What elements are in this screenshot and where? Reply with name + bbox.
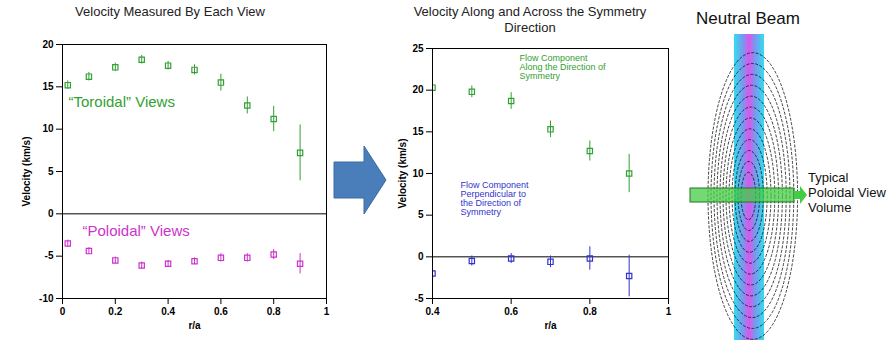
svg-text:r/a: r/a <box>544 320 557 331</box>
svg-text:r/a: r/a <box>188 320 201 331</box>
svg-text:“Poloidal” Views: “Poloidal” Views <box>83 222 190 239</box>
html-text:Typical Poloidal View Volume: Typical Poloidal View Volume <box>808 170 886 215</box>
svg-text:Velocity (km/s): Velocity (km/s) <box>21 136 32 206</box>
svg-text:1: 1 <box>666 306 672 317</box>
svg-text:0.2: 0.2 <box>108 306 122 317</box>
svg-text:0.8: 0.8 <box>583 306 597 317</box>
svg-text:15: 15 <box>412 126 424 137</box>
svg-text:20: 20 <box>412 84 424 95</box>
svg-text:15: 15 <box>42 81 54 92</box>
svg-text:0.4: 0.4 <box>426 306 440 317</box>
svg-text:0.6: 0.6 <box>214 306 228 317</box>
svg-text:Velocity (km/s): Velocity (km/s) <box>397 138 408 208</box>
svg-text:5: 5 <box>418 209 424 220</box>
svg-text:“Toroidal” Views: “Toroidal” Views <box>69 93 175 110</box>
svg-text:5: 5 <box>48 166 54 177</box>
svg-text:0: 0 <box>418 251 424 262</box>
html-text:Velocity Along and Across the: Velocity Along and Across the Symmetry D… <box>413 4 647 35</box>
svg-text:Neutral Beam: Neutral Beam <box>696 9 800 28</box>
svg-text:-5: -5 <box>45 250 54 261</box>
svg-text:-5: -5 <box>415 293 424 304</box>
svg-text:Flow ComponentPerpendicular to: Flow ComponentPerpendicular tothe Direct… <box>461 180 530 217</box>
svg-text:Flow ComponentAlong the Direct: Flow ComponentAlong the Direction ofSymm… <box>520 53 607 81</box>
svg-text:0: 0 <box>48 208 54 219</box>
svg-text:0: 0 <box>60 306 66 317</box>
html-text:Velocity Measured By Each View: Velocity Measured By Each View <box>75 4 265 19</box>
svg-text:0.6: 0.6 <box>504 306 518 317</box>
svg-text:0.8: 0.8 <box>267 306 281 317</box>
svg-text:10: 10 <box>42 123 54 134</box>
svg-text:20: 20 <box>42 39 54 50</box>
svg-text:1: 1 <box>324 306 330 317</box>
svg-text:25: 25 <box>412 43 424 54</box>
svg-text:-10: -10 <box>39 293 54 304</box>
svg-text:0.4: 0.4 <box>161 306 175 317</box>
svg-text:10: 10 <box>412 168 424 179</box>
